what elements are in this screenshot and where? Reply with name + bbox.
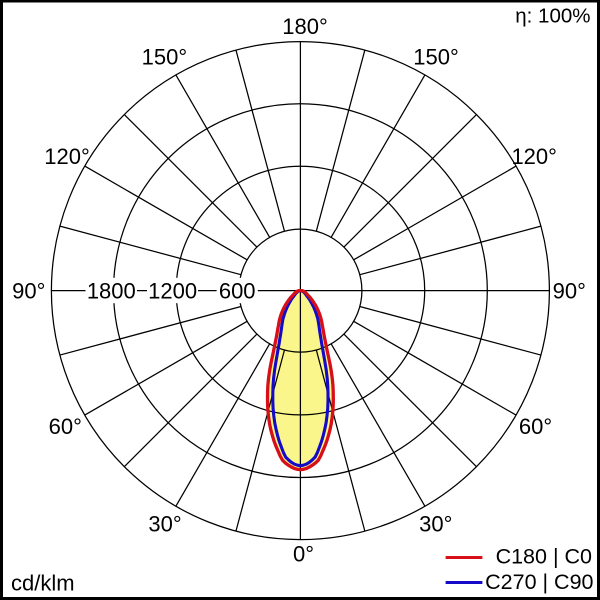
svg-text:cd/klm: cd/klm	[11, 571, 75, 596]
svg-text:120°: 120°	[511, 144, 557, 169]
svg-text:150°: 150°	[142, 44, 188, 69]
svg-text:C180 | C0: C180 | C0	[496, 545, 592, 569]
svg-text:60°: 60°	[519, 414, 552, 439]
svg-text:η: 100%: η: 100%	[515, 4, 590, 27]
svg-text:150°: 150°	[413, 44, 459, 69]
svg-text:600: 600	[219, 278, 256, 303]
svg-text:1200: 1200	[148, 278, 197, 303]
svg-text:30°: 30°	[148, 511, 181, 536]
svg-text:0°: 0°	[293, 542, 314, 567]
svg-text:30°: 30°	[419, 511, 452, 536]
svg-text:180°: 180°	[282, 14, 328, 39]
svg-text:C270 | C90: C270 | C90	[485, 570, 593, 594]
svg-text:1800: 1800	[87, 278, 136, 303]
svg-text:90°: 90°	[12, 279, 45, 304]
svg-text:60°: 60°	[49, 414, 82, 439]
svg-text:120°: 120°	[44, 144, 90, 169]
svg-text:90°: 90°	[553, 279, 586, 304]
